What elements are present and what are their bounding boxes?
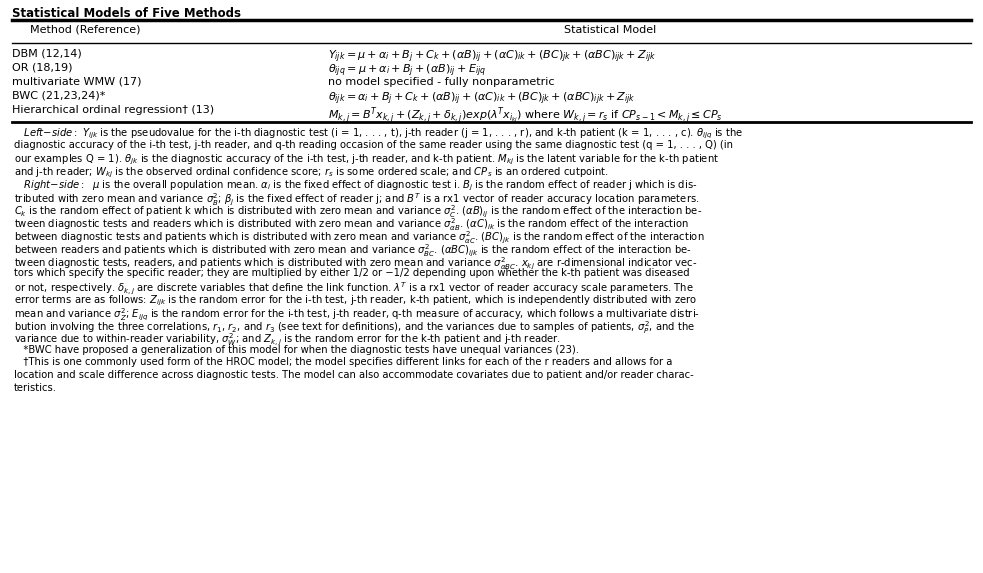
Text: location and scale difference across diagnostic tests. The model can also accomm: location and scale difference across dia… — [14, 370, 694, 380]
Text: and j-th reader; $W_{kj}$ is the observed ordinal confidence score; $r_s$ is som: and j-th reader; $W_{kj}$ is the observe… — [14, 166, 608, 180]
Text: $M_{k,j} = B^T x_{k,j} + (Z_{k,j} + \delta_{k,j})exp(\lambda^T x_{i_{kj}})$ wher: $M_{k,j} = B^T x_{k,j} + (Z_{k,j} + \del… — [328, 105, 723, 125]
Text: $\theta_{ijq} = \mu + \alpha_i + B_j + (\alpha B)_{ij} + E_{ijq}$: $\theta_{ijq} = \mu + \alpha_i + B_j + (… — [328, 63, 486, 80]
Text: DBM (12,14): DBM (12,14) — [12, 49, 82, 59]
Text: diagnostic accuracy of the i-th test, j-th reader, and q-th reading occasion of : diagnostic accuracy of the i-th test, j-… — [14, 140, 733, 150]
Text: tween diagnostic tests and readers which is distributed with zero mean and varia: tween diagnostic tests and readers which… — [14, 217, 689, 233]
Text: OR (18,19): OR (18,19) — [12, 63, 73, 73]
Text: Method (Reference): Method (Reference) — [29, 25, 141, 35]
Text: Statistical Models of Five Methods: Statistical Models of Five Methods — [12, 7, 241, 20]
Text: $\theta_{ijk} = \alpha_i + B_j + C_k + (\alpha B)_{ij} + (\alpha C)_{ik} + (BC)_: $\theta_{ijk} = \alpha_i + B_j + C_k + (… — [328, 91, 635, 107]
Text: our examples Q = 1). $\theta_{jk}$ is the diagnostic accuracy of the i-th test, : our examples Q = 1). $\theta_{jk}$ is th… — [14, 152, 720, 167]
Text: †This is one commonly used form of the HROC model; the model specifies different: †This is one commonly used form of the H… — [14, 358, 672, 367]
Text: $\it{Right}$$\it{-}$$\it{side:}$  $\mu$ is the overall population mean. $\alpha_: $\it{Right}$$\it{-}$$\it{side:}$ $\mu$ i… — [14, 178, 697, 193]
Text: tributed with zero mean and variance $\sigma_B^2$; $\beta_j$ is the fixed effect: tributed with zero mean and variance $\s… — [14, 191, 700, 207]
Text: *BWC have proposed a generalization of this model for when the diagnostic tests : *BWC have proposed a generalization of t… — [14, 344, 579, 355]
Text: or not, respectively. $\delta_{k,j}$ are discrete variables that define the link: or not, respectively. $\delta_{k,j}$ are… — [14, 281, 694, 297]
Text: $\it{Left}$$\it{-}$$\it{side:}$ $Y_{ijk}$ is the pseudovalue for the i-th diagno: $\it{Left}$$\it{-}$$\it{side:}$ $Y_{ijk}… — [14, 127, 743, 142]
Text: Hierarchical ordinal regression† (13): Hierarchical ordinal regression† (13) — [12, 105, 214, 115]
Text: BWC (21,23,24)*: BWC (21,23,24)* — [12, 91, 105, 101]
Text: between diagnostic tests and patients which is distributed with zero mean and va: between diagnostic tests and patients wh… — [14, 229, 705, 246]
Text: teristics.: teristics. — [14, 383, 57, 393]
Text: bution involving the three correlations, $r_1$, $r_2$, and $r_3$ (see text for d: bution involving the three correlations,… — [14, 319, 695, 336]
Text: no model specified - fully nonparametric: no model specified - fully nonparametric — [328, 77, 554, 87]
Text: between readers and patients which is distributed with zero mean and variance $\: between readers and patients which is di… — [14, 242, 692, 259]
Text: mean and variance $\sigma_Z^2$; $E_{ijq}$ is the random error for the i-th test,: mean and variance $\sigma_Z^2$; $E_{ijq}… — [14, 306, 700, 323]
Text: $Y_{ijk} = \mu + \alpha_i + B_j + C_k + (\alpha B)_{ij} + (\alpha C)_{ik} + (BC): $Y_{ijk} = \mu + \alpha_i + B_j + C_k + … — [328, 49, 656, 65]
Text: error terms are as follows: $Z_{ijk}$ is the random error for the i-th test, j-t: error terms are as follows: $Z_{ijk}$ is… — [14, 293, 698, 308]
Text: tors which specify the specific reader; they are multiplied by either 1/2 or −1/: tors which specify the specific reader; … — [14, 268, 690, 278]
Text: Statistical Model: Statistical Model — [564, 25, 656, 35]
Text: variance due to within-reader variability, $\sigma_W^2$; and $Z_{k,j}$ is the ra: variance due to within-reader variabilit… — [14, 332, 561, 348]
Text: multivariate WMW (17): multivariate WMW (17) — [12, 77, 142, 87]
Text: tween diagnostic tests, readers, and patients which is distributed with zero mea: tween diagnostic tests, readers, and pat… — [14, 255, 698, 272]
Text: $C_k$ is the random effect of patient k which is distributed with zero mean and : $C_k$ is the random effect of patient k … — [14, 204, 702, 221]
